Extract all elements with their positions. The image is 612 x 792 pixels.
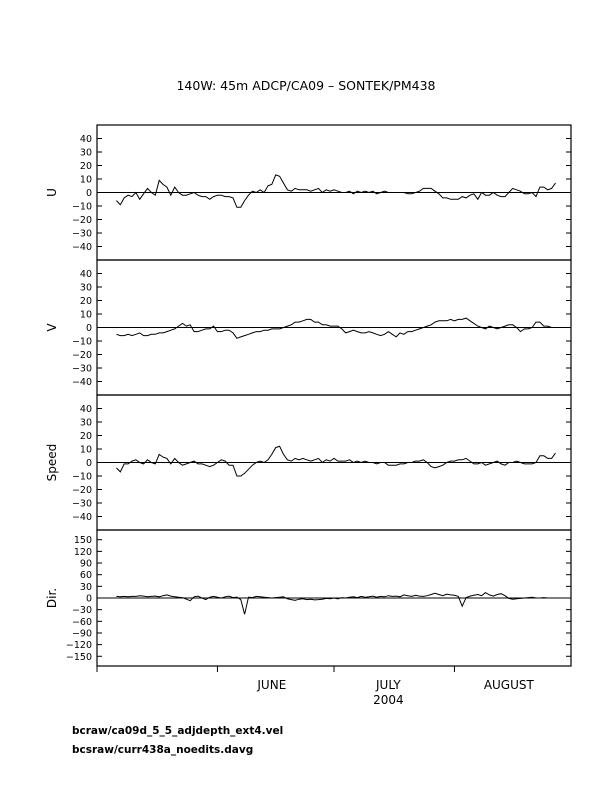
panel-dir-ytick-label: −60 <box>72 617 92 628</box>
panel-speed-ytick-label: −20 <box>72 485 92 496</box>
panel-u-ytick-label: −20 <box>72 215 92 226</box>
panel-speed-ytick-label: 20 <box>80 431 92 442</box>
panel-u-ylabel: U <box>45 188 59 197</box>
panel-dir-ytick-label: 30 <box>80 582 92 593</box>
panel-dir-ytick-label: −150 <box>66 652 92 663</box>
panel-speed-ytick-label: −40 <box>72 512 92 523</box>
panel-u-ytick-label: 40 <box>80 134 92 145</box>
panel-dir-ytick-label: 60 <box>80 570 92 581</box>
panel-speed-ytick-label: 30 <box>80 418 92 429</box>
panel-dir-ytick-label: −90 <box>72 628 92 639</box>
panel-v-ytick-label: 20 <box>80 296 92 307</box>
panel-speed-ytick-label: 40 <box>80 404 92 415</box>
panel-u-ytick-label: −30 <box>72 229 92 240</box>
panel-speed-ytick-label: 0 <box>86 458 92 469</box>
panel-dir-ytick-label: 150 <box>74 535 92 546</box>
panel-u-ytick-label: 20 <box>80 161 92 172</box>
panel-u-ytick-label: −10 <box>72 202 92 213</box>
panel-dir-ytick-label: 120 <box>74 547 92 558</box>
panel-dir-ytick-label: −30 <box>72 605 92 616</box>
panel-v-ytick-label: 0 <box>86 323 92 334</box>
panel-u-ytick-label: 10 <box>80 175 92 186</box>
x-axis-month-label: JULY <box>375 678 401 692</box>
panel-dir-ylabel: Dir. <box>45 588 59 608</box>
panel-u-ytick-label: 30 <box>80 148 92 159</box>
footnote-u-v-source: bcraw/ca09d_5_5_adjdepth_ext4.vel <box>72 725 284 737</box>
panel-dir-ytick-label: 90 <box>80 559 92 570</box>
footnote-speed-source: bcsraw/curr438a_noedits.davg <box>72 744 254 756</box>
panel-dir-ytick-label: −120 <box>66 640 92 651</box>
x-axis-month-label: AUGUST <box>484 678 535 692</box>
panel-v-ytick-label: −40 <box>72 377 92 388</box>
panel-u-series-line <box>116 174 556 208</box>
panel-v-ytick-label: −20 <box>72 350 92 361</box>
panel-v-series-line <box>116 317 552 339</box>
x-axis-month-label: JUNE <box>256 678 286 692</box>
panel-speed-series-line <box>116 445 556 477</box>
x-axis-year-label: 2004 <box>373 693 404 707</box>
chart-title: 140W: 45m ADCP/CA09 – SONTEK/PM438 <box>176 78 436 93</box>
panel-v-ytick-label: 10 <box>80 310 92 321</box>
panel-v-ytick-label: 40 <box>80 269 92 280</box>
panel-speed-ylabel: Speed <box>45 444 59 482</box>
panel-v-ytick-label: −30 <box>72 364 92 375</box>
panel-v-ylabel: V <box>45 323 59 332</box>
panel-u-ytick-label: −40 <box>72 242 92 253</box>
panel-dir-series-line <box>116 591 548 615</box>
panel-v-ytick-label: 30 <box>80 283 92 294</box>
panel-v-ytick-label: −10 <box>72 337 92 348</box>
panel-speed-ytick-label: −10 <box>72 472 92 483</box>
panel-speed-ytick-label: −30 <box>72 499 92 510</box>
panel-u-ytick-label: 0 <box>86 188 92 199</box>
panel-speed-ytick-label: 10 <box>80 445 92 456</box>
panel-dir-ytick-label: 0 <box>86 594 92 605</box>
